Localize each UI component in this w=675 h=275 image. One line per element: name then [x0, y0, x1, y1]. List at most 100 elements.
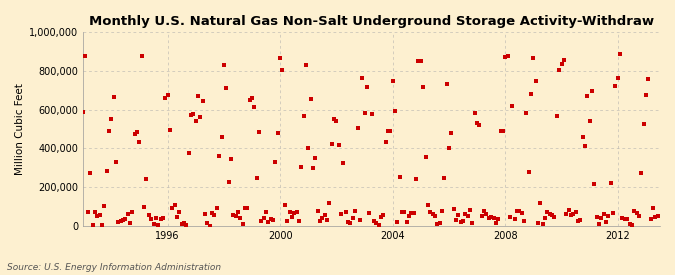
- Point: [650, 215, 661, 219]
- Point: [326, 142, 337, 146]
- Point: [190, 119, 201, 123]
- Point: [176, 222, 187, 227]
- Point: [296, 165, 306, 169]
- Point: [626, 223, 637, 227]
- Point: [622, 217, 632, 221]
- Point: [425, 210, 435, 214]
- Point: [481, 211, 492, 216]
- Point: [232, 210, 243, 214]
- Point: [647, 206, 658, 211]
- Point: [202, 221, 213, 225]
- Point: [261, 210, 271, 214]
- Point: [589, 182, 600, 186]
- Point: [427, 211, 438, 216]
- Point: [566, 213, 576, 217]
- Point: [591, 215, 602, 219]
- Point: [192, 94, 203, 98]
- Point: [286, 215, 297, 220]
- Point: [418, 85, 429, 89]
- Point: [477, 214, 487, 218]
- Point: [106, 117, 117, 121]
- Point: [378, 213, 389, 218]
- Point: [357, 76, 368, 80]
- Point: [117, 218, 128, 222]
- Point: [423, 203, 433, 207]
- Point: [483, 216, 494, 220]
- Point: [221, 86, 232, 90]
- Point: [132, 130, 142, 134]
- Point: [460, 212, 470, 216]
- Point: [160, 96, 171, 100]
- Point: [273, 130, 284, 135]
- Point: [402, 219, 412, 224]
- Point: [300, 63, 311, 67]
- Point: [186, 112, 196, 117]
- Point: [620, 217, 630, 221]
- Point: [364, 211, 375, 215]
- Point: [455, 220, 466, 224]
- Point: [244, 98, 255, 103]
- Point: [495, 129, 506, 133]
- Point: [256, 219, 267, 223]
- Point: [148, 222, 159, 226]
- Point: [350, 208, 360, 213]
- Point: [319, 213, 330, 217]
- Point: [338, 161, 349, 165]
- Point: [317, 216, 328, 220]
- Point: [652, 214, 663, 219]
- Point: [641, 93, 651, 97]
- Point: [531, 79, 541, 83]
- Point: [537, 221, 548, 226]
- Point: [181, 223, 192, 227]
- Point: [151, 216, 161, 220]
- Point: [167, 205, 178, 210]
- Point: [434, 221, 445, 226]
- Text: Source: U.S. Energy Information Administration: Source: U.S. Energy Information Administ…: [7, 263, 221, 272]
- Point: [598, 212, 609, 216]
- Point: [563, 208, 574, 213]
- Point: [429, 214, 440, 218]
- Point: [321, 218, 332, 222]
- Point: [136, 54, 147, 59]
- Point: [120, 216, 131, 221]
- Point: [629, 209, 640, 213]
- Point: [259, 216, 269, 220]
- Point: [139, 205, 150, 209]
- Point: [99, 204, 109, 208]
- Point: [491, 221, 502, 225]
- Point: [596, 216, 607, 220]
- Point: [141, 176, 152, 181]
- Point: [359, 111, 370, 115]
- Point: [242, 205, 252, 210]
- Point: [95, 213, 105, 217]
- Point: [335, 211, 346, 216]
- Point: [410, 177, 421, 181]
- Point: [284, 210, 295, 214]
- Point: [439, 176, 450, 180]
- Point: [146, 217, 157, 221]
- Point: [617, 216, 628, 220]
- Point: [528, 55, 539, 60]
- Point: [542, 210, 553, 214]
- Point: [593, 222, 604, 226]
- Point: [432, 222, 443, 227]
- Point: [636, 171, 647, 176]
- Point: [371, 221, 381, 225]
- Point: [171, 214, 182, 219]
- Point: [509, 217, 520, 221]
- Point: [240, 206, 250, 210]
- Point: [216, 135, 227, 139]
- Point: [127, 210, 138, 214]
- Point: [308, 166, 319, 170]
- Point: [554, 68, 564, 72]
- Point: [111, 160, 122, 164]
- Point: [270, 160, 281, 164]
- Point: [153, 223, 163, 227]
- Point: [518, 219, 529, 223]
- Y-axis label: Million Cubic Feet: Million Cubic Feet: [15, 83, 25, 175]
- Point: [85, 171, 96, 176]
- Point: [165, 128, 176, 133]
- Point: [249, 105, 260, 109]
- Point: [352, 126, 363, 131]
- Point: [404, 213, 414, 218]
